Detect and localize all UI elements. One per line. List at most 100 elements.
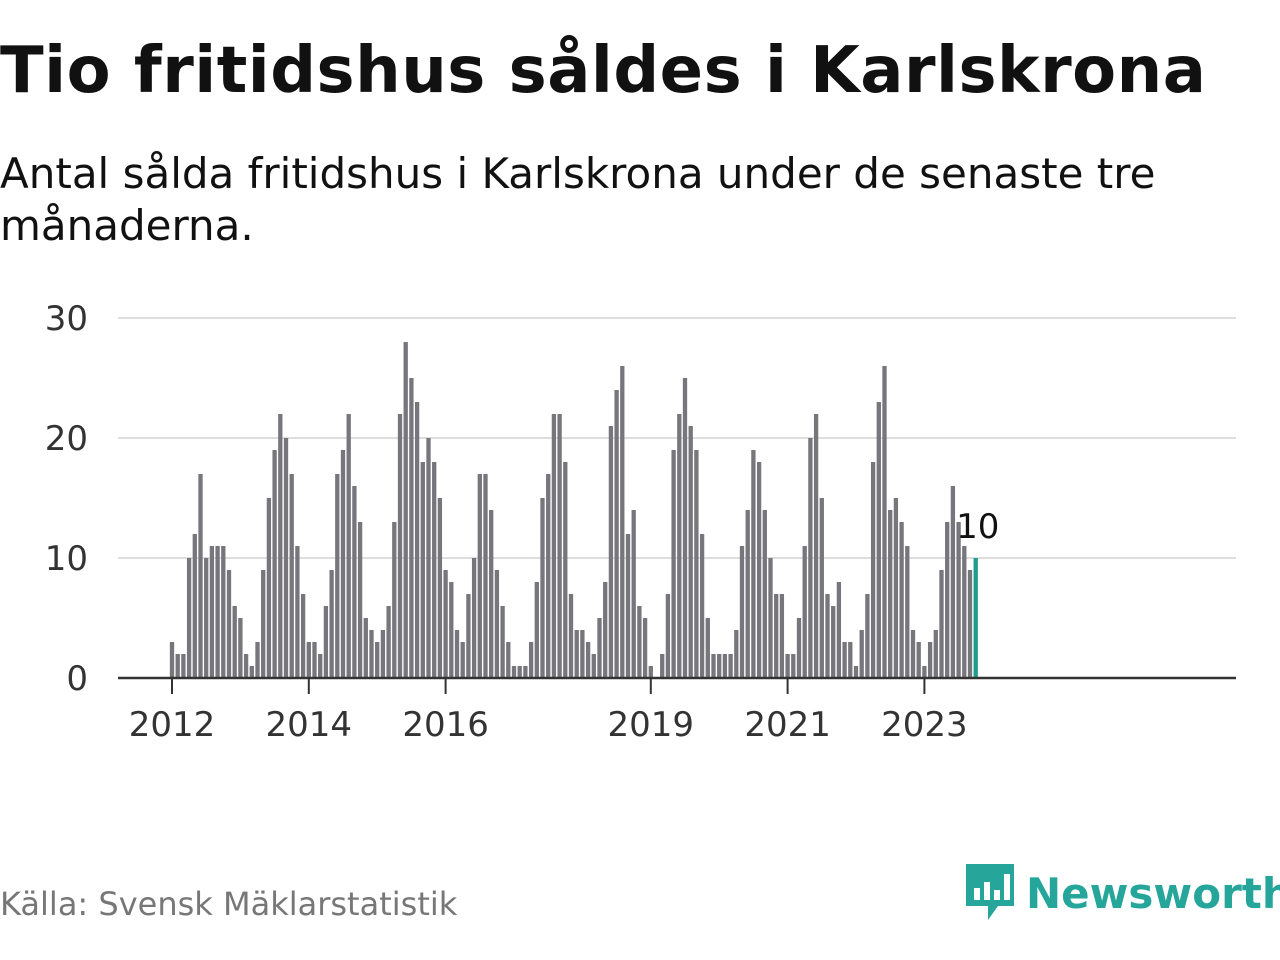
bar	[329, 570, 334, 678]
bar	[751, 450, 756, 678]
bar	[705, 618, 710, 678]
bar	[682, 378, 688, 678]
bar	[956, 522, 961, 678]
bar	[409, 378, 414, 678]
bar	[916, 642, 921, 678]
bar	[677, 414, 682, 678]
bar	[295, 546, 300, 678]
bar	[739, 546, 745, 678]
bar	[688, 426, 693, 678]
bar	[728, 654, 733, 678]
bar	[386, 606, 391, 678]
bar	[283, 438, 289, 678]
bar	[443, 570, 448, 678]
bar	[352, 486, 357, 678]
bar	[631, 510, 636, 678]
bar	[694, 450, 699, 678]
highlighted-bar	[973, 558, 978, 678]
bar	[603, 582, 608, 678]
axes	[118, 676, 1236, 694]
bar	[882, 366, 887, 678]
x-tick-label: 2023	[881, 705, 968, 745]
tick-labels: 0 10 20 30 2012 2014 2016 2019 2021 2023 10	[45, 299, 1000, 745]
bar	[574, 630, 579, 678]
bar	[318, 654, 323, 678]
bar	[204, 558, 209, 678]
bar	[528, 642, 534, 678]
bar	[808, 438, 813, 678]
bar	[876, 402, 881, 678]
bar	[905, 546, 910, 678]
bar	[637, 606, 642, 678]
bar	[580, 630, 585, 678]
bar	[614, 390, 619, 678]
bar	[500, 606, 505, 678]
bar	[768, 558, 773, 678]
brand[interactable]: Newsworthy	[964, 862, 1280, 924]
bar	[927, 642, 933, 678]
bar	[232, 606, 237, 678]
bar	[585, 642, 591, 678]
gridlines	[118, 317, 1236, 559]
brand-name: Newsworthy	[1026, 868, 1280, 918]
bar	[597, 618, 602, 678]
bar	[813, 414, 819, 678]
bar	[711, 654, 716, 678]
bar	[848, 642, 853, 678]
bar	[774, 594, 779, 678]
bar	[272, 450, 277, 678]
bar	[967, 570, 973, 678]
bar	[962, 546, 967, 678]
bar	[221, 546, 226, 678]
bar	[249, 666, 254, 678]
bar	[261, 570, 266, 678]
bar	[489, 510, 494, 678]
bar	[734, 630, 739, 678]
bar	[540, 498, 545, 678]
bar	[432, 462, 437, 678]
bar	[181, 654, 186, 678]
chart-title: Tio fritidshus såldes i Karlskrona	[0, 34, 1207, 108]
bar	[933, 630, 938, 678]
bar	[699, 534, 705, 678]
bar	[278, 414, 283, 678]
bar	[865, 594, 870, 678]
bar	[717, 654, 722, 678]
bar	[426, 438, 431, 678]
bar	[665, 594, 671, 678]
bar	[340, 450, 346, 678]
bar	[831, 606, 836, 678]
bar	[243, 654, 249, 678]
bar	[169, 642, 175, 678]
bar	[403, 342, 408, 678]
bar	[608, 426, 614, 678]
bar	[910, 630, 916, 678]
bar	[836, 582, 842, 678]
bar	[939, 570, 944, 678]
bar	[414, 402, 420, 678]
bar	[859, 630, 864, 678]
bar	[922, 666, 927, 678]
bar	[950, 486, 956, 678]
bar	[642, 618, 648, 678]
bar	[546, 474, 551, 678]
y-tick-label: 10	[45, 539, 88, 579]
bar	[175, 654, 180, 678]
bar	[477, 474, 482, 678]
bar	[671, 450, 676, 678]
newsworthy-logo-icon	[966, 864, 1014, 920]
bar	[397, 414, 403, 678]
bar	[289, 474, 294, 678]
bar	[888, 510, 893, 678]
bar	[306, 642, 311, 678]
x-tick-label: 2019	[608, 705, 695, 745]
y-tick-label: 20	[45, 419, 88, 459]
x-tick-label: 2014	[266, 705, 353, 745]
bar	[517, 666, 522, 678]
bar	[506, 642, 511, 678]
bar	[323, 606, 329, 678]
bar	[756, 462, 762, 678]
bar	[192, 534, 197, 678]
bar	[494, 570, 500, 678]
bar	[471, 558, 477, 678]
